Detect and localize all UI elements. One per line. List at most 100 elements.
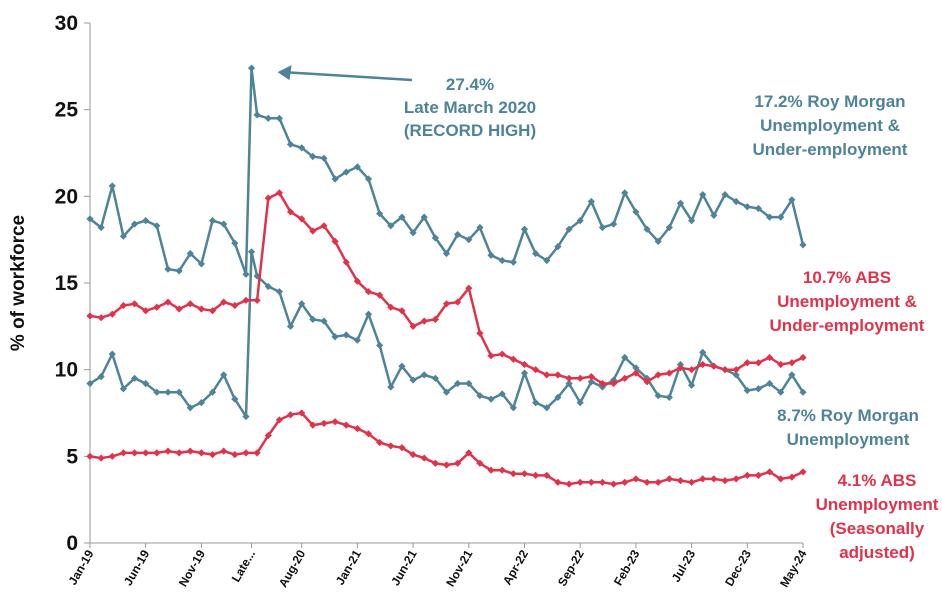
data-point	[175, 388, 183, 396]
data-point	[175, 305, 183, 313]
annotation-line: Unemployment &	[760, 116, 900, 135]
data-point	[498, 256, 506, 265]
data-point	[587, 197, 595, 206]
data-point	[476, 329, 484, 337]
data-point	[220, 220, 228, 228]
data-point	[97, 373, 105, 381]
data-point	[454, 298, 462, 306]
data-point	[743, 359, 751, 367]
data-point	[454, 459, 462, 467]
label-abs-underemployment: 10.7% ABS Unemployment & Under-employment	[770, 268, 925, 335]
data-point	[309, 421, 317, 429]
y-tick-label: 0	[66, 532, 78, 555]
data-point	[487, 352, 495, 360]
data-point	[598, 478, 607, 486]
x-tick-label: Aug-20	[276, 547, 309, 590]
data-point	[142, 379, 150, 388]
data-point	[242, 449, 250, 457]
data-point	[765, 379, 774, 388]
data-point	[465, 379, 473, 388]
data-point	[654, 392, 662, 400]
data-point	[565, 379, 573, 388]
x-tick-label: Nov-21	[443, 547, 475, 589]
data-point	[331, 418, 339, 426]
data-point	[520, 225, 529, 233]
y-tick-label: 25	[55, 99, 79, 122]
x-tick-label: Jun-19	[121, 547, 153, 588]
data-point	[142, 217, 150, 225]
data-point	[520, 470, 529, 478]
data-point	[420, 371, 428, 379]
data-point	[331, 333, 339, 341]
data-point	[119, 232, 128, 240]
data-point	[342, 331, 350, 339]
data-point	[298, 409, 306, 417]
data-point	[554, 243, 562, 251]
data-point	[175, 267, 183, 275]
data-point	[643, 478, 651, 486]
data-point	[732, 475, 740, 483]
data-point	[342, 258, 350, 266]
data-point	[86, 379, 94, 388]
data-point	[465, 236, 473, 244]
data-point	[431, 374, 439, 382]
data-point	[153, 449, 161, 457]
data-point	[788, 196, 796, 204]
data-point	[387, 222, 395, 230]
data-point	[509, 404, 517, 412]
data-point	[387, 383, 395, 391]
data-point	[342, 421, 350, 429]
data-point	[754, 385, 763, 393]
data-point	[788, 473, 796, 481]
data-point	[286, 411, 295, 419]
data-point	[86, 312, 94, 320]
data-point	[186, 404, 194, 412]
data-point	[197, 399, 206, 407]
data-point	[309, 227, 317, 235]
data-point	[130, 449, 139, 457]
annotation-line: Unemployment &	[777, 292, 917, 311]
data-point	[119, 301, 128, 310]
data-point	[587, 478, 595, 486]
data-point	[353, 163, 361, 171]
data-point	[142, 449, 150, 457]
x-tick-label: Jun-21	[388, 547, 420, 588]
data-point	[509, 470, 517, 478]
peak-arrow-line	[283, 70, 413, 82]
data-point	[665, 223, 673, 232]
data-point	[86, 215, 94, 223]
data-point	[721, 191, 729, 199]
data-point	[587, 373, 595, 381]
annotation-line: 8.7% Roy Morgan	[777, 406, 919, 425]
data-point	[721, 477, 729, 485]
data-point	[676, 199, 685, 207]
data-point	[364, 430, 373, 438]
data-point	[353, 425, 361, 433]
data-point	[142, 307, 150, 315]
data-point	[420, 317, 428, 325]
y-tick-label: 30	[55, 12, 78, 35]
data-point	[788, 359, 796, 367]
data-point	[220, 447, 228, 455]
data-point	[86, 452, 94, 460]
data-point	[186, 447, 194, 455]
data-point	[554, 478, 562, 486]
data-point	[687, 217, 696, 225]
data-point	[465, 284, 473, 292]
data-point	[320, 419, 328, 427]
data-point	[130, 300, 139, 308]
data-point	[610, 379, 618, 388]
data-point	[498, 390, 506, 398]
data-point	[97, 454, 105, 462]
data-point	[598, 379, 607, 388]
data-point	[342, 168, 350, 176]
data-point	[442, 249, 451, 258]
data-point	[220, 298, 228, 306]
x-tick-label: May-24	[777, 547, 810, 590]
data-point	[164, 298, 172, 306]
peak-annotation: 27.4% Late March 2020 (RECORD HIGH)	[277, 65, 536, 140]
data-point	[186, 300, 194, 308]
x-tick-label: Sep-22	[555, 547, 587, 588]
series-rm_underemp	[86, 64, 807, 278]
data-point	[376, 291, 384, 299]
